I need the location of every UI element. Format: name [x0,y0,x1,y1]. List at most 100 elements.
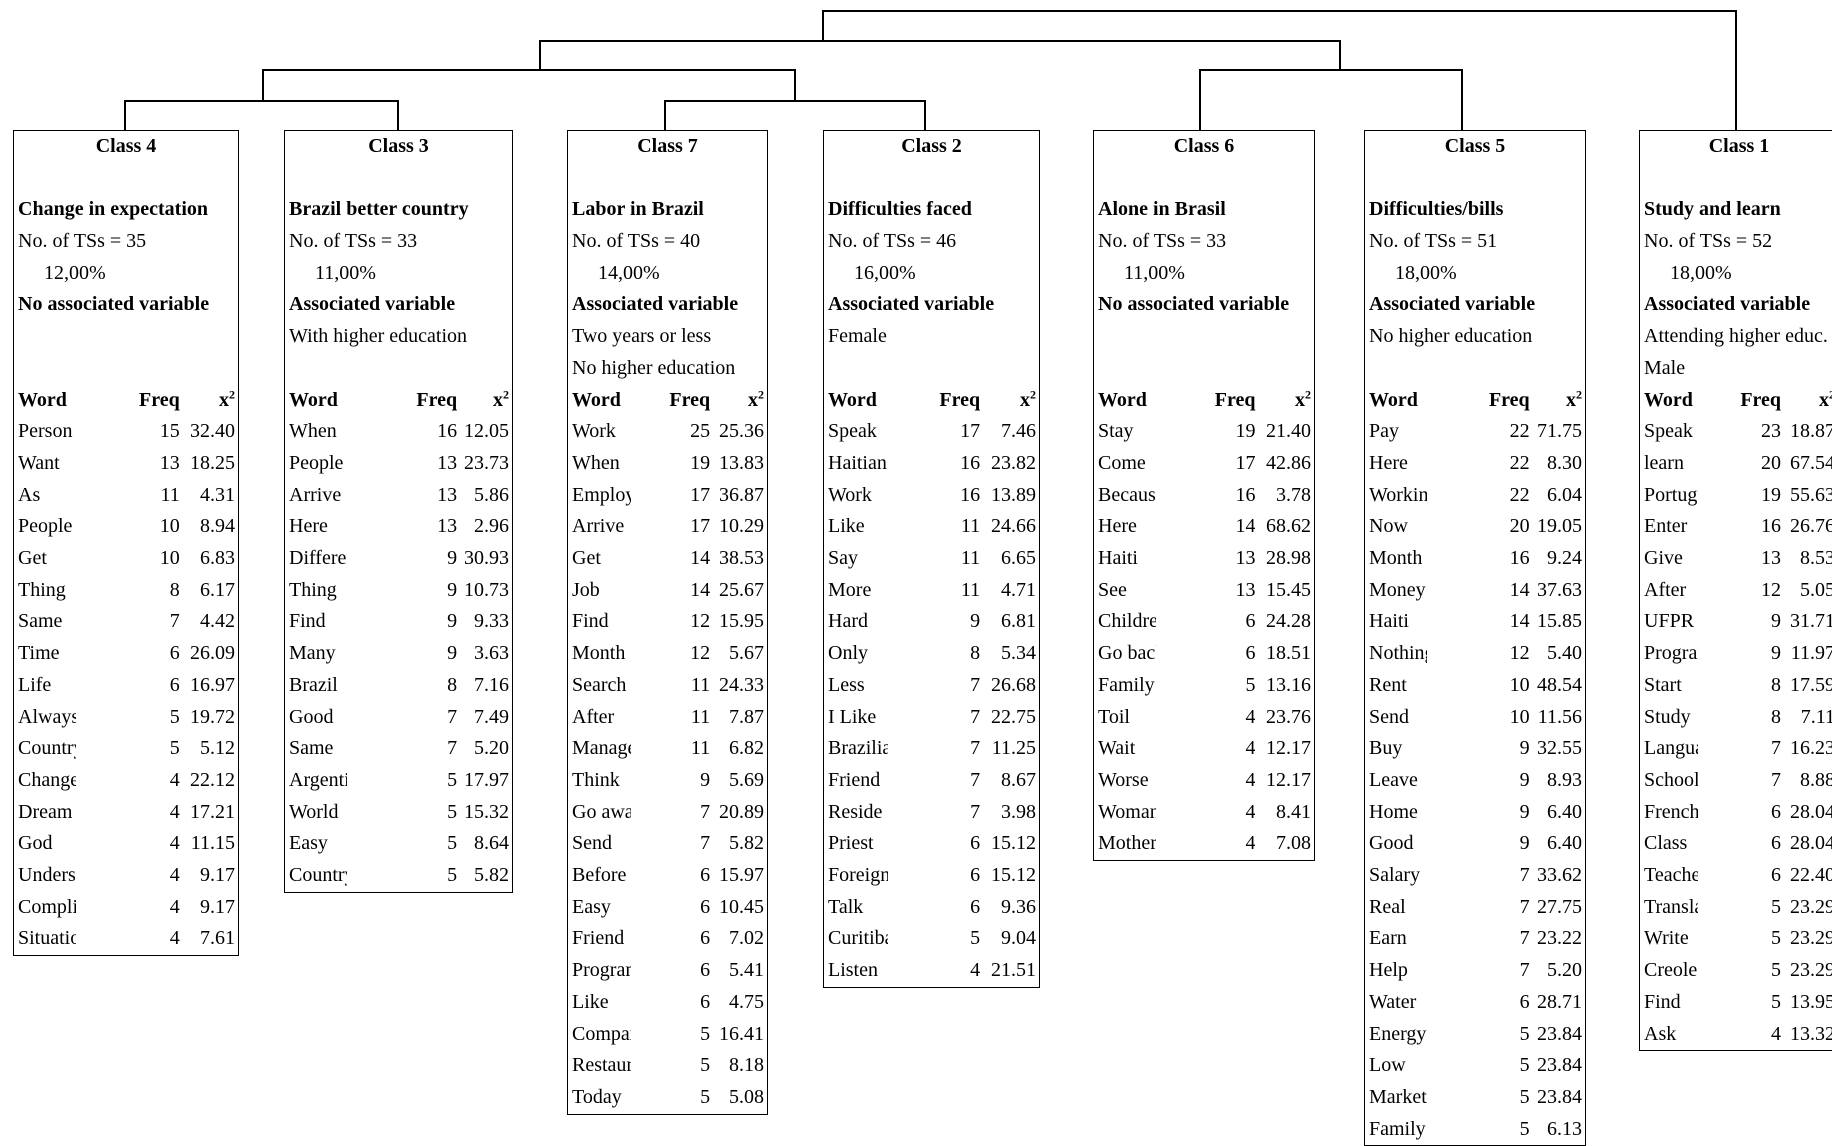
word-cell: Teacher [1644,864,1698,887]
table-row: Class 6 28.04 [1640,828,1832,860]
freq-cell: 12 [690,610,711,633]
class-tss-count: No. of TSs = 46 [828,230,957,253]
chi-square-cell: 7.46 [1001,420,1036,443]
table-row: Thing 8 6.17 [14,575,238,607]
class-box-5: Class 5 Difficulties/bills No. of TSs = 51… [1364,130,1586,1146]
freq-cell: 9 [1771,610,1782,633]
freq-cell: 7 [447,705,458,728]
chi-square-cell: 9.17 [200,864,235,887]
chi-square-cell: 5.20 [474,737,509,760]
header-chi-exponent: 2 [503,386,509,401]
table-row: Help 7 5.20 [1365,955,1585,987]
word-cell: Find [572,610,609,633]
table-row: Talk 6 9.36 [824,892,1039,924]
word-cell: Life [18,673,52,696]
word-cell: Salary [1369,864,1421,887]
table-row: Give 13 8.53 [1640,543,1832,575]
freq-cell: 22 [1509,483,1530,506]
chi-square-cell: 9.33 [474,610,509,633]
header-freq: Freq [1214,388,1256,411]
freq-cell: 14 [1509,578,1530,601]
freq-cell: 10 [159,547,180,570]
word-cell: God [18,832,53,855]
header-chi-exponent: 2 [1030,386,1036,401]
word-cell: Brazil [289,673,338,696]
word-cell: Always [18,705,76,728]
dendrogram-link-left-65 [539,40,1341,70]
table-row: Country 5 5.82 [285,860,512,892]
chi-square-cell: 19.05 [1537,515,1582,538]
chi-square-cell: 15.97 [719,864,764,887]
header-word: Word [572,388,621,411]
freq-cell: 11 [690,705,711,728]
freq-cell: 16 [1235,483,1256,506]
table-row: Write 5 23.29 [1640,923,1832,955]
word-cell: Foreigner [828,864,888,887]
freq-cell: 8 [1771,705,1782,728]
chi-square-cell: 12.05 [464,420,509,443]
table-row: School 7 8.88 [1640,765,1832,797]
chi-square-cell: 5.86 [474,483,509,506]
table-row: Salary 7 33.62 [1365,860,1585,892]
table-row: Thing 9 10.73 [285,575,512,607]
word-cell: Children [1098,610,1156,633]
chi-square-cell: 3.78 [1276,483,1311,506]
word-cell: Easy [289,832,328,855]
chi-square-cell: 13.89 [991,483,1036,506]
chi-square-cell: 6.82 [729,737,764,760]
chi-square-cell: 6.04 [1547,483,1582,506]
freq-cell: 5 [970,927,981,950]
freq-cell: 6 [700,864,711,887]
table-row: Translate 5 23.29 [1640,892,1832,924]
chi-square-cell: 15.12 [991,864,1036,887]
freq-cell: 6 [169,642,180,665]
header-chi-square: x2 [1530,385,1585,417]
word-cell: Priest [828,832,874,855]
table-row: French 6 28.04 [1640,797,1832,829]
table-row: Water 6 28.71 [1365,987,1585,1019]
chi-square-cell: 15.85 [1537,610,1582,633]
chi-square-cell: 23.29 [1790,927,1832,950]
freq-cell: 9 [447,578,458,601]
chi-square-cell: 5.05 [1800,578,1832,601]
table-row: Get 14 38.53 [568,543,767,575]
word-cell: Send [1369,705,1409,728]
chi-square-cell: 10.29 [719,515,764,538]
table-row: Family 5 6.13 [1365,1114,1585,1146]
chi-square-cell: 12.17 [1266,737,1311,760]
spacer [14,321,238,353]
associated-variable-label: Associated variable [289,293,456,316]
spacer [285,353,512,385]
table-row: Argentinian 5 17.97 [285,765,512,797]
chi-square-cell: 6.40 [1547,832,1582,855]
class-subtitle: Labor in Brazil [572,198,704,221]
chi-square-cell: 15.45 [1266,578,1311,601]
associated-variable-value: No higher education [1369,325,1533,348]
word-cell: I Like [828,705,877,728]
table-row: Send 7 5.82 [568,828,767,860]
class-tss-count: No. of TSs = 52 [1644,230,1773,253]
header-chi-square: x2 [457,385,512,417]
header-chi-symbol: x [1295,388,1305,411]
table-row: Like 11 24.66 [824,511,1039,543]
chi-square-cell: 24.33 [719,673,764,696]
chi-square-cell: 6.17 [200,578,235,601]
word-cell: Month [572,642,626,665]
chi-square-cell: 23.76 [1266,705,1311,728]
word-cell: Arrive [572,515,625,538]
word-cell: Thing [18,578,66,601]
freq-cell: 4 [1245,768,1256,791]
table-row: Here 14 68.62 [1094,511,1314,543]
chi-square-cell: 6.65 [1001,547,1036,570]
table-row: Same 7 5.20 [285,733,512,765]
class-percentage: 14,00% [598,261,660,284]
word-cell: Program [572,959,631,982]
chi-square-cell: 36.87 [719,483,764,506]
word-cell: UFPR [1644,610,1695,633]
word-cell: Enter [1644,515,1688,538]
word-cell: Nothing [1369,642,1427,665]
table-row: Only 8 5.34 [824,638,1039,670]
word-cell: Like [828,515,865,538]
word-table: WordFreqx2Work2525.36When1913.83Employme… [568,385,767,1114]
word-cell: Speak [828,420,877,443]
